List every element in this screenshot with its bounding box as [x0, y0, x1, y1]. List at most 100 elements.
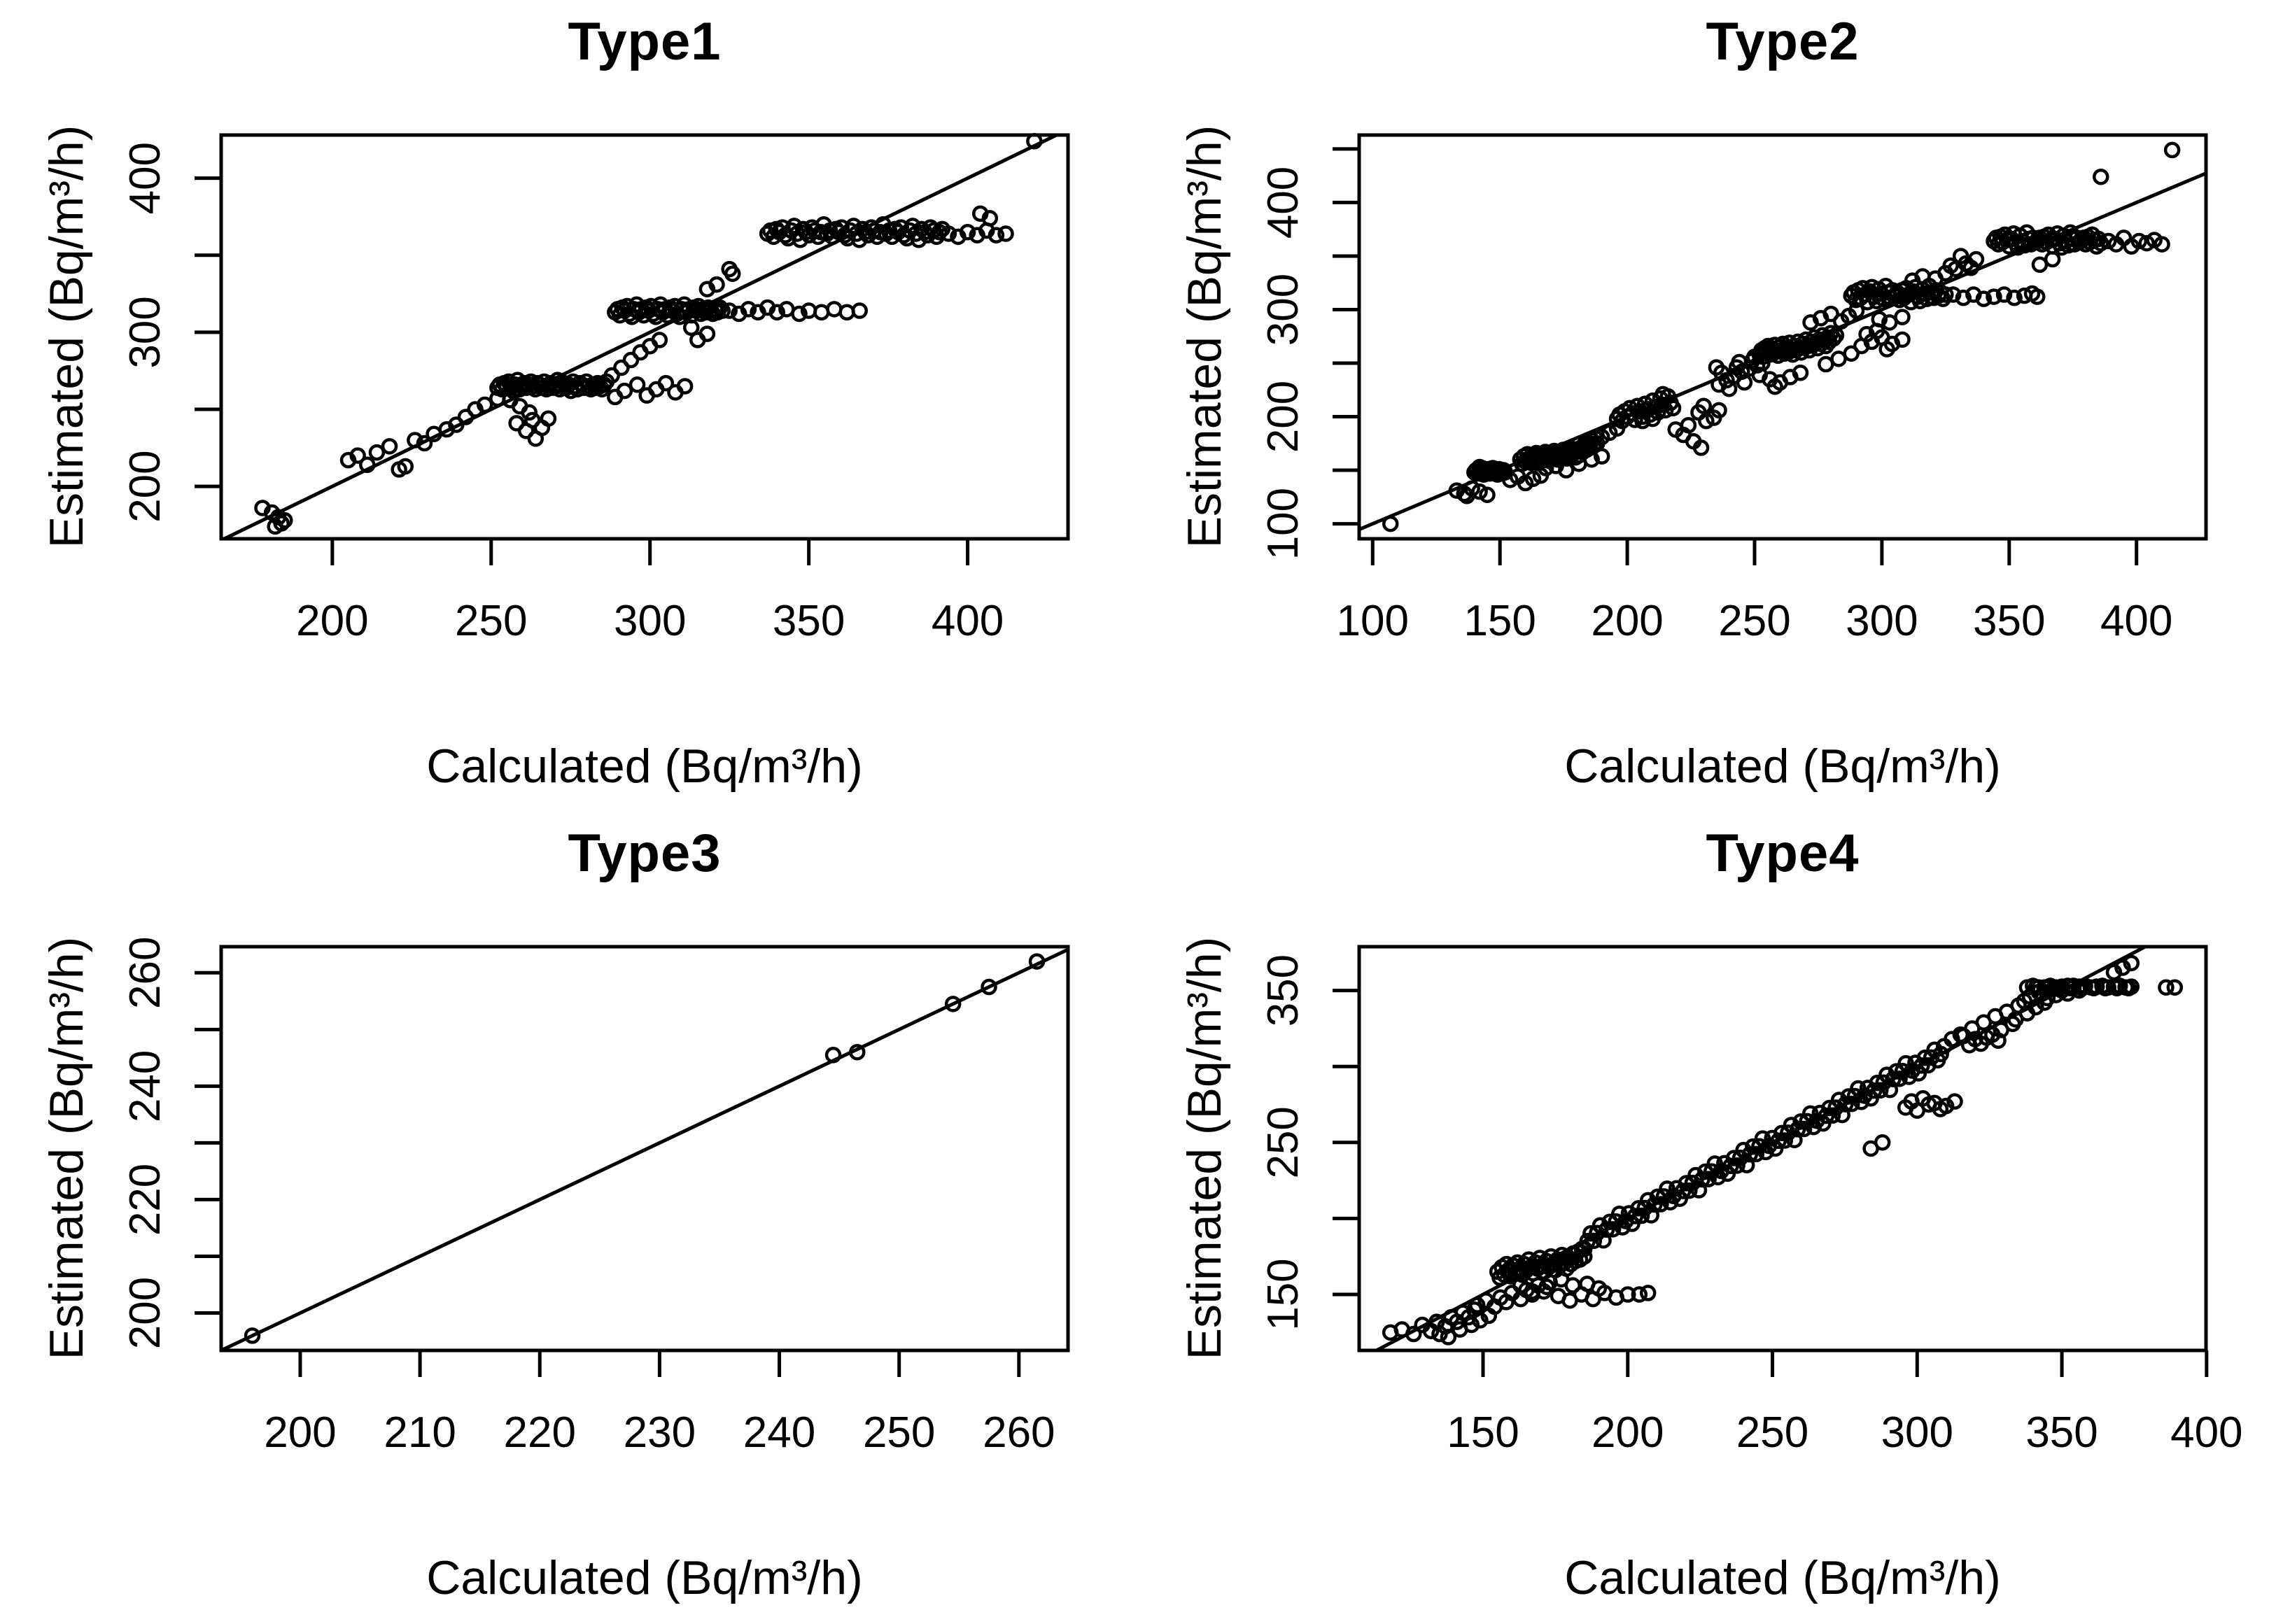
data-point [1620, 1286, 1636, 1303]
data-point [616, 382, 633, 400]
data-point [1627, 1208, 1644, 1224]
data-point [1731, 353, 1748, 371]
data-point [2062, 980, 2079, 997]
data-point [1937, 286, 1954, 303]
data-point [959, 223, 976, 241]
data-point [476, 396, 493, 414]
data-point [1815, 1115, 1832, 1132]
data-point [931, 223, 948, 241]
data-point [2123, 954, 2140, 972]
data-point [2114, 959, 2131, 976]
x-tick-label: 300 [614, 597, 686, 645]
data-point [1836, 1096, 1854, 1113]
data-point [1720, 380, 1738, 397]
data-point [521, 404, 538, 421]
panel-type1: 200 250 300 350 400 200 300 400 Type1 Calculate… [0, 0, 1138, 812]
x-tick-label: 200 [264, 1408, 336, 1457]
data-point [698, 325, 716, 342]
data-point [1894, 309, 1911, 325]
data-point [381, 438, 398, 455]
data-point [2074, 980, 2091, 997]
x-tick-label: 150 [1463, 597, 1536, 645]
x-tick-label: 250 [1736, 1408, 1808, 1457]
data-point [1472, 1312, 1489, 1329]
data-point [2093, 168, 2109, 185]
x-tick-label: 210 [384, 1408, 456, 1457]
data-point [724, 265, 741, 282]
y-tick-label: 260 [121, 937, 169, 1009]
x-tick-label: 240 [743, 1408, 815, 1457]
data-point [1736, 374, 1753, 391]
data-point [1590, 1280, 1608, 1297]
data-point [1524, 1283, 1541, 1300]
x-tick-label: 260 [983, 1408, 1055, 1457]
data-point [1564, 1277, 1581, 1294]
panel-type4: 150 200 250 300 350 400 150 250 350 Type4 Calcul… [1138, 812, 2276, 1624]
data-point [1843, 1095, 1860, 1113]
data-point [1634, 412, 1651, 430]
data-point [397, 458, 414, 475]
x-tick-label: 250 [863, 1408, 935, 1457]
data-point [1986, 288, 2002, 305]
data-point [1624, 1215, 1641, 1232]
data-point [791, 305, 808, 323]
data-point [981, 978, 997, 996]
x-tick-label: 200 [296, 597, 368, 645]
data-point [1639, 1285, 1657, 1301]
data-point [2163, 141, 2181, 159]
plot-area-type4: 150 200 250 300 350 400 150 250 350 [1259, 945, 2243, 1457]
y-tick-label: 200 [121, 1277, 169, 1349]
data-point [1878, 341, 1895, 358]
x-tick-label: 250 [455, 597, 527, 645]
y-tick-label: 200 [1259, 381, 1307, 453]
y-tick-label: 240 [121, 1050, 169, 1122]
y-axis-title-type1: Estimated (Bq/m³/h) [40, 125, 93, 549]
data-point [2028, 998, 2044, 1016]
data-point [1028, 953, 1046, 970]
data-point [508, 415, 525, 432]
panel-title-type1: Type1 [568, 12, 722, 71]
data-point [849, 1043, 866, 1061]
data-point [1822, 305, 1839, 323]
data-point [1946, 1093, 1963, 1110]
x-tick-label: 200 [1592, 1408, 1664, 1457]
data-point [368, 444, 386, 461]
data-point [1729, 1157, 1745, 1174]
data-point [457, 409, 475, 425]
panel-type3: 200 210 220 230 240 250 260 200 220 240 260 Type3 … [0, 812, 1138, 1624]
data-point [1575, 1241, 1593, 1257]
data-point [1593, 448, 1610, 465]
data-point [2130, 232, 2148, 250]
data-point [1604, 1221, 1622, 1238]
data-point [1843, 345, 1860, 362]
data-point [1789, 1121, 1806, 1138]
data-point [1910, 1065, 1927, 1082]
data-point [1695, 397, 1712, 414]
data-point [1646, 1196, 1663, 1213]
data-point [1944, 286, 1962, 303]
data-point [1471, 458, 1488, 476]
data-point [416, 435, 433, 452]
data-point [1766, 378, 1783, 395]
data-point [2154, 236, 2170, 253]
data-point [2158, 979, 2175, 996]
y-tick-label: 350 [1259, 954, 1307, 1026]
plot-box [1357, 945, 2208, 1353]
data-point [1862, 1090, 1879, 1107]
data-point [2120, 980, 2137, 997]
data-point [527, 430, 545, 447]
data-point [1824, 1107, 1841, 1124]
data-point [1671, 1190, 1688, 1207]
identity-line [220, 947, 1069, 1353]
data-point [1575, 1248, 1593, 1265]
y-axis-title-type4: Estimated (Bq/m³/h) [1178, 936, 1231, 1360]
data-point [276, 511, 293, 529]
data-point [1858, 325, 1875, 343]
data-point [851, 302, 869, 319]
data-point [1962, 260, 1979, 276]
data-point [1795, 1120, 1813, 1138]
x-axis-title-type4: Calculated (Bq/m³/h) [1564, 1551, 2001, 1604]
data-point [1440, 1329, 1457, 1346]
data-point [682, 319, 700, 337]
